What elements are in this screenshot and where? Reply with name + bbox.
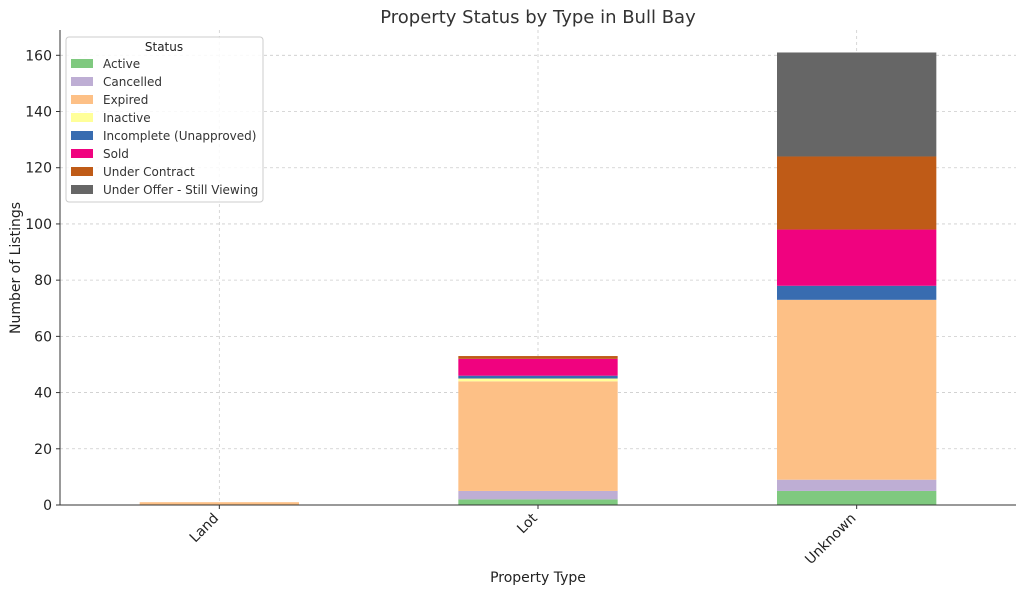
y-tick-label: 20	[34, 442, 52, 458]
legend-swatch	[71, 77, 93, 86]
y-tick-label: 0	[43, 498, 52, 514]
legend-swatch	[71, 59, 93, 68]
bar-segment	[458, 375, 618, 379]
bar-segment	[777, 285, 937, 300]
bar-segment	[777, 490, 937, 505]
legend-swatch	[71, 167, 93, 176]
legend-title: Status	[145, 40, 183, 54]
legend-swatch	[71, 185, 93, 194]
x-tick-label: Unknown	[802, 511, 859, 568]
bar-segment	[777, 479, 937, 491]
x-tick-label: Lot	[514, 510, 541, 537]
legend-label: Inactive	[103, 111, 151, 125]
x-tick-label: Land	[187, 511, 222, 546]
y-tick-label: 80	[34, 273, 52, 289]
legend-box	[65, 36, 264, 203]
bar-segment	[777, 52, 937, 157]
y-tick-label: 140	[25, 105, 52, 121]
legend-label: Cancelled	[103, 75, 162, 89]
legend-swatch	[71, 149, 93, 158]
bar-segment	[777, 229, 937, 286]
bar-segment	[458, 378, 618, 382]
legend-label: Sold	[103, 147, 129, 161]
bar-segment	[458, 381, 618, 491]
legend-items: Active Cancelled Expired Inactive Incomplete…	[71, 57, 258, 197]
bar-segment	[458, 358, 618, 376]
bar-segment	[777, 299, 937, 480]
bar-segment	[777, 156, 937, 230]
chart-title: Property Status by Type in Bull Bay	[380, 7, 696, 28]
legend-label: Under Offer - Still Viewing	[103, 183, 258, 197]
y-tick-label: 160	[25, 48, 52, 64]
x-ticks: Land Lot Unknown	[187, 505, 859, 568]
legend-label: Incomplete (Unapproved)	[103, 129, 256, 143]
legend-swatch	[71, 113, 93, 122]
bar-segment	[139, 502, 299, 505]
y-tick-label: 40	[34, 386, 52, 402]
y-axis-label: Number of Listings	[8, 202, 24, 334]
bar-segment	[458, 356, 618, 359]
legend-label: Under Contract	[103, 165, 195, 179]
legend-label: Active	[103, 57, 140, 71]
y-tick-label: 100	[25, 217, 52, 233]
y-tick-label: 120	[25, 161, 52, 177]
bar-segment	[458, 490, 618, 500]
y-tick-label: 60	[34, 329, 52, 345]
legend-swatch	[71, 95, 93, 104]
x-axis-label: Property Type	[490, 570, 586, 586]
y-ticks: 0 20 40 60 80 100 120 140 160	[25, 48, 60, 514]
legend-label: Expired	[103, 93, 148, 107]
legend-swatch	[71, 131, 93, 140]
bar-segment	[458, 499, 618, 505]
bars	[139, 52, 937, 505]
legend: Status Active Cancelled Expired Inactive Inc…	[65, 36, 264, 203]
